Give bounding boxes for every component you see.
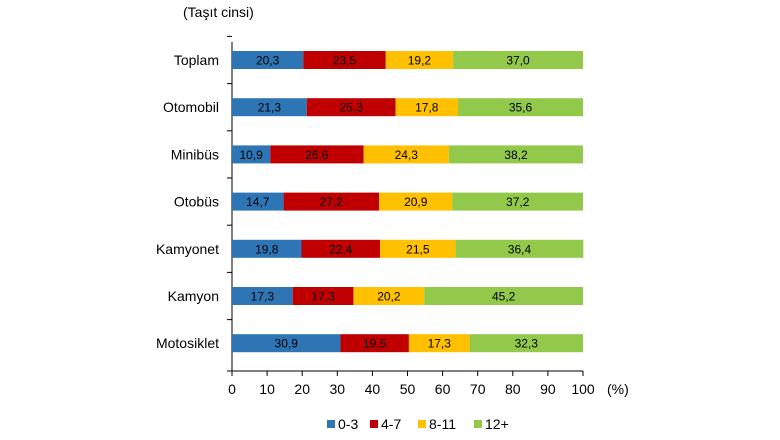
x-tick-label: 60 (435, 381, 451, 397)
bars-group: 20,3 23,5 19,2 37,0 21,3 25,3 17,8 35,6 10,9 26,6… (232, 51, 584, 353)
x-tick-label: 20 (294, 381, 310, 397)
bar-segment-8-11 (363, 145, 449, 164)
bar-segment-0-3 (232, 192, 284, 211)
x-tick-label: 90 (540, 381, 556, 397)
legend-label: 12+ (485, 416, 509, 432)
data-label: 21,5 (406, 242, 430, 256)
x-tick-label: 40 (365, 381, 381, 397)
bar-segment-12+ (448, 145, 583, 164)
bar-segment-4-7 (301, 239, 381, 258)
bar-segment-4-7 (306, 98, 396, 117)
bar-segment-12+ (452, 192, 583, 211)
x-tick-label: 50 (400, 381, 416, 397)
x-tick-label: 0 (228, 381, 236, 397)
bar-segment-0-3 (232, 145, 271, 164)
bar-segment-4-7 (340, 334, 409, 353)
bar-segment-12+ (424, 287, 583, 305)
data-label: 23,5 (333, 54, 357, 68)
legend: 0-3 4-7 8-11 12+ (327, 416, 509, 432)
bar-segment-0-3 (232, 287, 293, 305)
legend-swatch (418, 420, 426, 428)
bar-segment-8-11 (380, 239, 456, 258)
legend-swatch (370, 420, 378, 428)
data-label: 36,4 (508, 242, 532, 256)
data-label: 17,3 (251, 290, 275, 304)
bar-segment-0-3 (232, 51, 304, 69)
x-ticks: 0 10 20 30 40 50 60 70 80 90 100 (228, 371, 595, 397)
category-label: Kamyon (168, 288, 219, 304)
data-label: 20,3 (256, 54, 280, 68)
category-label: Motosiklet (156, 335, 219, 351)
category-labels: Toplam Otomobil Minibüs Otobüs Kamyonet Kamyo… (156, 35, 232, 372)
data-label: 45,2 (492, 290, 516, 304)
category-label: Kamyonet (156, 241, 219, 257)
bar-segment-4-7 (292, 287, 354, 305)
bar-segment-12+ (455, 239, 584, 258)
data-label: 32,3 (515, 337, 539, 351)
data-label: 26,6 (305, 148, 329, 162)
bar-segment-0-3 (232, 98, 307, 117)
bar-segment-8-11 (395, 98, 459, 117)
bar-segment-8-11 (408, 334, 470, 353)
bar-segment-0-3 (232, 239, 302, 258)
legend-swatch (474, 420, 482, 428)
bar-segment-4-7 (283, 192, 380, 211)
legend-swatch (327, 420, 335, 428)
data-label: 37,0 (506, 54, 530, 68)
legend-label: 8-11 (429, 416, 456, 432)
category-label: Otobüs (174, 194, 219, 210)
bar-segment-12+ (458, 98, 583, 117)
category-label: Minibüs (171, 146, 219, 162)
bar-segment-8-11 (353, 287, 425, 305)
data-label: 19,2 (408, 54, 432, 68)
category-label: Toplam (174, 52, 219, 68)
data-label: 25,3 (339, 101, 363, 115)
bar-segment-8-11 (379, 192, 453, 211)
bar-segment-12+ (469, 334, 583, 353)
data-label: 17,8 (415, 101, 439, 115)
category-label: Otomobil (163, 99, 219, 115)
data-label: 17,3 (428, 337, 452, 351)
x-tick-label: 30 (330, 381, 346, 397)
legend-label: 4-7 (381, 416, 401, 432)
data-label: 20,2 (377, 290, 401, 304)
bar-segment-8-11 (385, 51, 454, 69)
x-tick-label: 10 (259, 381, 275, 397)
data-label: 37,2 (506, 195, 530, 209)
x-tick-label: 100 (571, 381, 595, 397)
data-label: 19,5 (363, 337, 387, 351)
bar-segment-12+ (453, 51, 583, 69)
x-axis-unit: (%) (607, 381, 629, 397)
y-axis-title: (Taşıt cinsi) (183, 4, 254, 20)
data-label: 20,9 (404, 195, 428, 209)
data-label: 10,9 (239, 148, 263, 162)
data-label: 24,3 (395, 148, 419, 162)
data-label: 21,3 (258, 101, 282, 115)
data-label: 38,2 (504, 148, 528, 162)
bar-segment-4-7 (303, 51, 386, 69)
x-tick-label: 80 (505, 381, 521, 397)
data-label: 22,4 (329, 242, 353, 256)
legend-label: 0-3 (338, 416, 358, 432)
data-label: 30,9 (275, 337, 299, 351)
bar-segment-4-7 (270, 145, 364, 164)
data-label: 19,8 (255, 242, 279, 256)
data-label: 27,2 (320, 195, 344, 209)
data-label: 17,3 (311, 290, 335, 304)
data-label: 35,6 (509, 101, 533, 115)
bar-segment-0-3 (232, 334, 341, 353)
data-label: 14,7 (246, 195, 270, 209)
x-tick-label: 70 (470, 381, 486, 397)
